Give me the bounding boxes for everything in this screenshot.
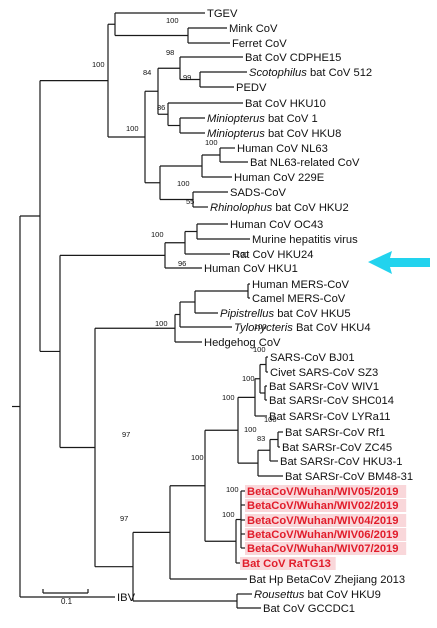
leaf-label-italic-rhku2: Rhinolophus xyxy=(210,202,273,214)
leaf-label-wiv07: BetaCoV/Wuhan/WIV07/2019 xyxy=(247,543,399,555)
bootstrap-b25: 97 xyxy=(122,430,130,439)
leaf-label-tgev: TGEV xyxy=(207,8,238,20)
leaf-label-wiv06: BetaCoV/Wuhan/WIV06/2019 xyxy=(247,529,399,541)
highlight-background xyxy=(240,485,407,570)
scale-bar: 0.1 xyxy=(42,589,89,606)
leaf-label-wiv02: BetaCoV/Wuhan/WIV02/2019 xyxy=(247,500,399,512)
leaf-label-text-hku9: bat CoV HKU9 xyxy=(307,589,380,601)
bootstrap-b26: 97 xyxy=(120,514,128,523)
leaf-label-cdphe15: Bat CoV CDPHE15 xyxy=(245,52,341,64)
leaf-label-text-hku8: bat CoV HKU8 xyxy=(268,128,341,140)
bootstrap-b8: 100 xyxy=(205,138,218,147)
bootstrap-b1: 100 xyxy=(166,16,179,25)
leaf-label-zhejiang: Bat Hp BetaCoV Zhejiang 2013 xyxy=(249,574,405,586)
leaf-label-wiv1: Bat SARSr-CoV WIV1 xyxy=(269,381,379,393)
leaf-label-italic-mini1: Miniopterus xyxy=(207,113,265,125)
leaf-label-mink: Mink CoV xyxy=(229,23,278,35)
leaf-label-hku31: Bat SARSr-CoV HKU3-1 xyxy=(280,456,402,468)
leaf-label-ferret: Ferret CoV xyxy=(232,38,287,50)
bootstrap-b2: 100 xyxy=(92,60,105,69)
bootstrap-b6: 86 xyxy=(157,103,165,112)
highlight-box-ratg13 xyxy=(240,557,336,570)
leaf-label-sz3: Civet SARS-CoV SZ3 xyxy=(270,367,378,379)
leaf-label-italic-hku9: Rousettus xyxy=(254,589,305,601)
leaf-label-wiv05: BetaCoV/Wuhan/WIV05/2019 xyxy=(247,486,399,498)
bootstrap-b21: 83 xyxy=(257,434,265,443)
leaf-label-zc45: Bat SARSr-CoV ZC45 xyxy=(282,442,392,454)
bootstrap-b18: 100 xyxy=(264,415,277,424)
leaf-label-pedv: PEDV xyxy=(236,82,267,94)
leaf-label-hku8: Miniopterus bat CoV HKU8 xyxy=(207,128,341,140)
bootstrap-b17: 100 xyxy=(242,374,255,383)
highlight-arrow-icon xyxy=(368,251,430,274)
leaf-label-sads: SADS-CoV xyxy=(230,187,286,199)
leaf-label-text-hku4: Bat CoV HKU4 xyxy=(296,322,371,334)
bootstrap-b24: 100 xyxy=(191,453,204,462)
leaf-label-bj01: SARS-CoV BJ01 xyxy=(270,352,355,364)
leaf-label-ibv: IBV xyxy=(117,592,136,604)
leaf-label-bm4831: Bat SARSr-CoV BM48-31 xyxy=(285,471,413,483)
bootstrap-b13: 96 xyxy=(178,259,186,268)
leaf-label-hku5: Pipistrellus bat CoV HKU5 xyxy=(220,308,351,320)
leaf-label-hedge: Hedgehog CoV xyxy=(204,337,281,349)
arrow-shape xyxy=(368,251,430,274)
leaf-label-text-hku5: bat CoV HKU5 xyxy=(277,308,350,320)
leaf-labels: TGEV Mink CoV Ferret CoV Bat CoV CDPHE15 Sco… xyxy=(117,8,413,615)
bootstrap-b10: 55 xyxy=(186,197,194,206)
bootstrap-b7: 100 xyxy=(126,124,139,133)
leaf-label-italic-hku8: Miniopterus xyxy=(207,128,265,140)
bootstrap-b19: 100 xyxy=(244,425,257,434)
bootstrap-b4: 99 xyxy=(183,73,191,82)
bootstrap-labels: 100 100 98 99 84 86 100 100 100 55 100 100 96 100 100 1… xyxy=(92,16,277,523)
leaf-label-cmers: Camel MERS-CoV xyxy=(252,293,346,305)
leaf-label-batnl63: Bat NL63-related CoV xyxy=(250,157,360,169)
bootstrap-b11: 100 xyxy=(151,230,164,239)
leaf-label-hku1: Human CoV HKU1 xyxy=(204,263,298,275)
bootstrap-b16: 100 xyxy=(253,345,266,354)
leaf-label-lyra11: Bat SARSr-CoV LYRa11 xyxy=(269,411,390,423)
bootstrap-b23: 100 xyxy=(222,510,235,519)
tree-branches xyxy=(12,12,283,609)
leaf-label-rf1: Bat SARSr-CoV Rf1 xyxy=(285,427,385,439)
leaf-label-ratg13: Bat CoV RaTG13 xyxy=(242,558,331,570)
leaf-label-italic-hku5: Pipistrellus xyxy=(220,308,274,320)
leaf-label-hku9: Rousettus bat CoV HKU9 xyxy=(254,589,381,601)
highlight-box-wiv07 xyxy=(245,542,407,555)
bootstrap-b15: 100 xyxy=(254,322,267,331)
leaf-label-hmers: Human MERS-CoV xyxy=(252,279,350,291)
bootstrap-b14: 100 xyxy=(155,319,168,328)
scale-bar-line xyxy=(42,589,89,594)
leaf-label-rat24: Rat CoV HKU24 xyxy=(232,249,313,261)
highlight-box-wiv05 xyxy=(245,485,407,498)
leaf-label-hku10: Bat CoV HKU10 xyxy=(245,98,326,110)
highlight-box-wiv06 xyxy=(245,528,407,541)
highlight-box-wiv04 xyxy=(245,514,407,527)
scale-bar-label: 0.1 xyxy=(61,597,73,606)
leaf-label-hku4: Tylonycteris Bat CoV HKU4 xyxy=(234,322,371,334)
leaf-label-nl63: Human CoV NL63 xyxy=(237,143,328,155)
leaf-label-mini1: Miniopterus bat CoV 1 xyxy=(207,113,318,125)
leaf-label-text-scot512: bat CoV 512 xyxy=(310,67,372,79)
highlight-box-wiv02 xyxy=(245,499,407,512)
bootstrap-b12: 100 xyxy=(236,250,249,259)
bootstrap-b3: 98 xyxy=(166,48,174,57)
leaf-label-rhku2: Rhinolophus bat CoV HKU2 xyxy=(210,202,349,214)
leaf-label-scot512: Scotophilus bat CoV 512 xyxy=(249,67,372,79)
leaf-label-italic-scot512: Scotophilus xyxy=(249,67,307,79)
leaf-label-shc014: Bat SARSr-CoV SHC014 xyxy=(269,395,394,407)
leaf-label-text-rhku2: bat CoV HKU2 xyxy=(275,202,348,214)
bootstrap-b22: 100 xyxy=(226,485,239,494)
leaf-label-mhv: Murine hepatitis virus xyxy=(252,234,358,246)
leaf-label-text-mini1: bat CoV 1 xyxy=(268,113,318,125)
bootstrap-b5: 84 xyxy=(143,68,151,77)
leaf-label-italic-hku4: Tylonycteris xyxy=(234,322,293,334)
leaf-label-gccdc1: Bat CoV GCCDC1 xyxy=(263,603,355,615)
leaf-label-wiv04: BetaCoV/Wuhan/WIV04/2019 xyxy=(247,515,399,527)
leaf-label-oc43: Human CoV OC43 xyxy=(230,219,323,231)
bootstrap-b9: 100 xyxy=(177,179,190,188)
bootstrap-b20: 100 xyxy=(222,393,235,402)
leaf-label-h229e: Human CoV 229E xyxy=(234,172,324,184)
